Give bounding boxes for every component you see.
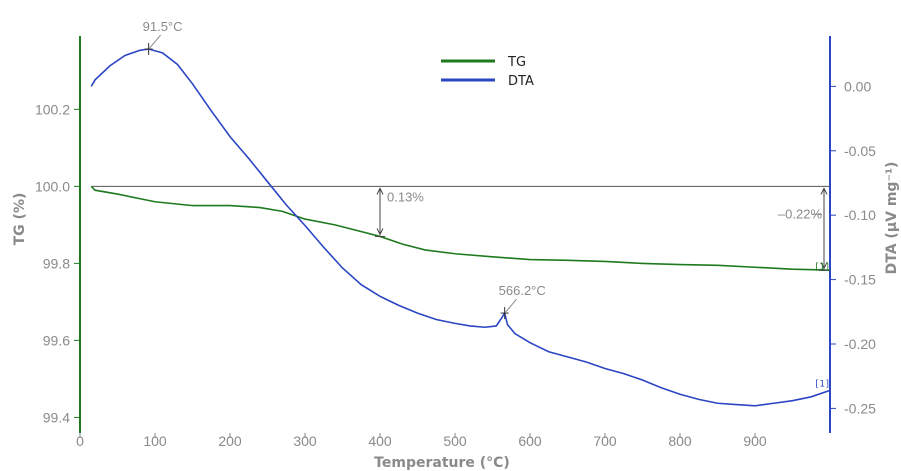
x-tick-label: 100 (143, 433, 167, 449)
x-tick-label: 700 (593, 433, 617, 449)
peak-leader (149, 34, 162, 49)
step-arrow-head-bottom (820, 262, 828, 270)
step-label: 0.13% (387, 189, 424, 204)
y-left-tick-label: 100.2 (35, 101, 70, 117)
dta-end-marker: [1] (814, 379, 830, 389)
y-right-tick-label: -0.20 (844, 336, 876, 352)
legend: TG DTA (441, 55, 534, 89)
y-right-tick-label: -0.25 (844, 400, 876, 416)
y-right-tick-label: -0.05 (844, 143, 876, 159)
series-line-dta (90, 48, 831, 407)
y-left-tick-label: 99.8 (43, 255, 70, 271)
y-right-tick-label: -0.15 (844, 272, 876, 288)
x-tick-label: 200 (218, 433, 242, 449)
x-tick-label: 300 (293, 433, 317, 449)
x-tick-label: 800 (668, 433, 692, 449)
x-tick-label: 500 (443, 433, 467, 449)
x-axis-title: Temperature (°C) (374, 455, 510, 471)
step-arrow-head-bottom (376, 228, 384, 236)
peak-label: 566.2°C (499, 283, 546, 298)
y-axis-title-left: TG (%) (12, 193, 28, 246)
x-tick-label: 400 (368, 433, 392, 449)
step-arrow-head-top (820, 187, 828, 195)
x-tick-label: 0 (76, 433, 84, 449)
tg-end-marker: [1] (814, 262, 830, 272)
y-left-tick-label: 99.4 (43, 409, 70, 425)
x-tick-label: 600 (518, 433, 542, 449)
step-label: –0.22% (778, 206, 823, 221)
y-left-tick-label: 99.6 (43, 332, 70, 348)
peak-label: 91.5°C (143, 19, 183, 34)
legend-label-tg: TG (507, 55, 526, 70)
series-line-tg (90, 185, 831, 272)
annotation-group: 91.5°C 566.2°C 0.13% –0.22% (143, 19, 829, 320)
y-right-tick-label: 0.00 (844, 78, 871, 94)
step-arrow-head-top (376, 187, 384, 195)
peak-leader (505, 298, 518, 313)
y-left-tick-label: 100.0 (35, 178, 70, 194)
y-right-tick-label: -0.10 (844, 207, 876, 223)
x-tick-label: 900 (743, 433, 767, 449)
legend-label-dta: DTA (508, 74, 534, 89)
y-axis-title-right: DTA (µV mg⁻¹) (884, 162, 900, 275)
tick-group: 0 100 200 300 400 500 600 700 800 900 99.4 99.6 99.8… (35, 78, 876, 449)
